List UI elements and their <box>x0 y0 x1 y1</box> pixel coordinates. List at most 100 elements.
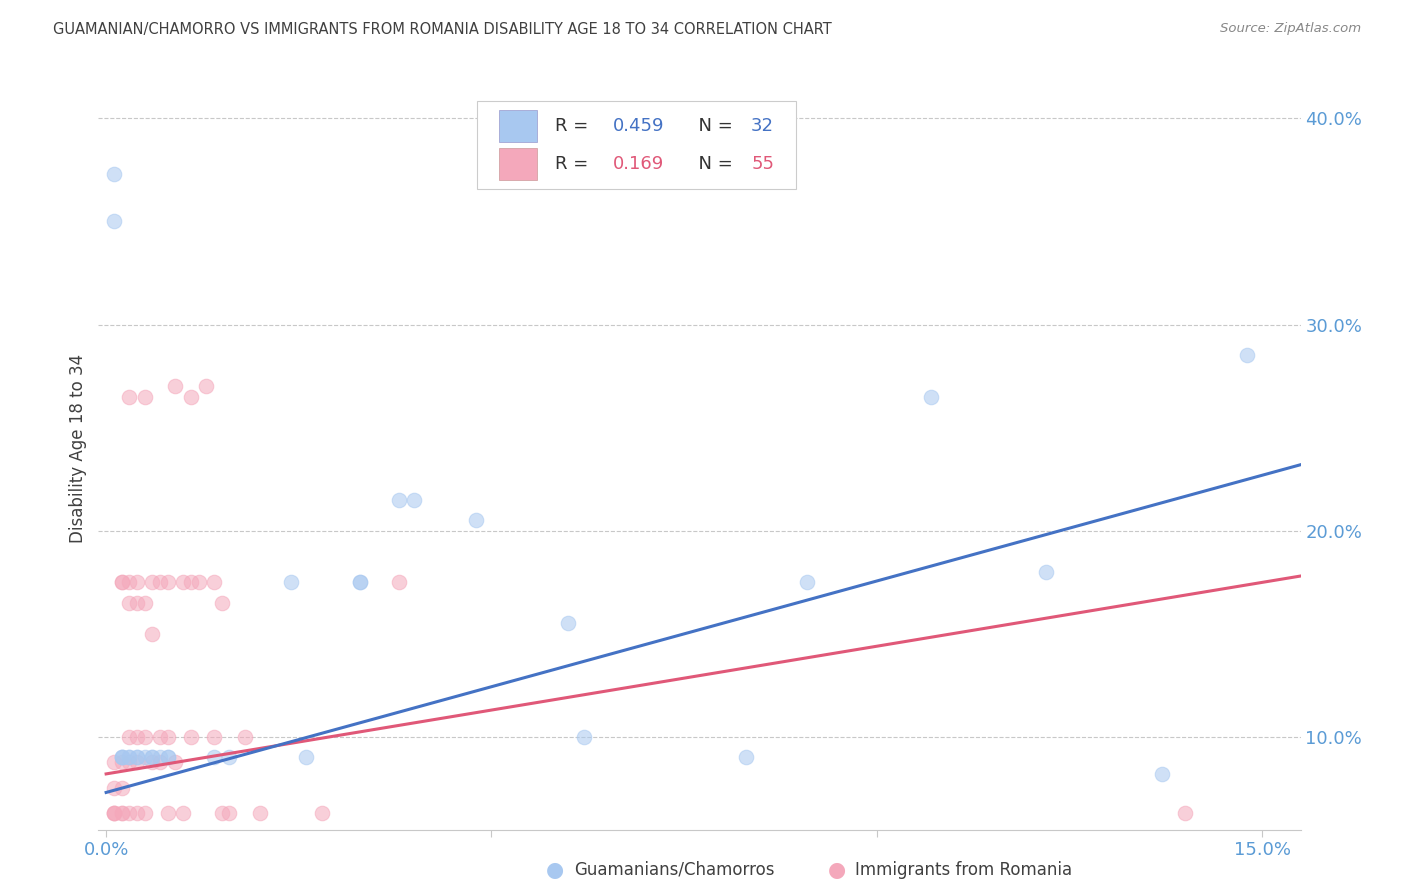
Point <box>1035 565 1057 579</box>
Point <box>110 806 132 821</box>
Point <box>125 806 148 821</box>
Point <box>103 167 125 181</box>
Point <box>141 750 163 764</box>
Point <box>1236 349 1258 363</box>
Point <box>118 730 141 744</box>
Text: R =: R = <box>555 154 595 173</box>
Point <box>572 730 595 744</box>
Point <box>134 730 156 744</box>
Point <box>110 575 132 590</box>
Point <box>156 750 179 764</box>
Point <box>118 755 141 769</box>
Point <box>734 750 756 764</box>
Point <box>202 750 225 764</box>
Point <box>125 575 148 590</box>
Point <box>202 575 225 590</box>
Point <box>195 379 218 393</box>
Text: Immigrants from Romania: Immigrants from Romania <box>855 861 1071 879</box>
FancyBboxPatch shape <box>499 148 537 180</box>
Text: GUAMANIAN/CHAMORRO VS IMMIGRANTS FROM ROMANIA DISABILITY AGE 18 TO 34 CORRELATIO: GUAMANIAN/CHAMORRO VS IMMIGRANTS FROM RO… <box>53 22 832 37</box>
Point <box>118 750 141 764</box>
Point <box>103 755 125 769</box>
Point <box>349 575 371 590</box>
Point <box>134 390 156 404</box>
Text: R =: R = <box>555 117 595 135</box>
Point <box>180 730 202 744</box>
Point <box>218 806 240 821</box>
Text: Source: ZipAtlas.com: Source: ZipAtlas.com <box>1220 22 1361 36</box>
Point <box>187 575 209 590</box>
Point <box>295 750 318 764</box>
Point <box>110 575 132 590</box>
Text: ●: ● <box>828 860 845 880</box>
Text: 0.169: 0.169 <box>613 154 664 173</box>
Point <box>404 492 426 507</box>
Point <box>125 755 148 769</box>
Point <box>110 750 132 764</box>
Point <box>125 750 148 764</box>
Y-axis label: Disability Age 18 to 34: Disability Age 18 to 34 <box>69 353 87 543</box>
Point <box>110 781 132 796</box>
Point <box>118 806 141 821</box>
Point <box>465 513 488 527</box>
Point <box>149 575 172 590</box>
Point <box>349 575 371 590</box>
Point <box>110 806 132 821</box>
Point <box>388 575 411 590</box>
Text: N =: N = <box>688 117 740 135</box>
Point <box>202 730 225 744</box>
Point <box>141 755 163 769</box>
Point <box>134 806 156 821</box>
Point <box>149 750 172 764</box>
Point <box>118 575 141 590</box>
Text: 32: 32 <box>751 117 775 135</box>
Point <box>156 750 179 764</box>
Point <box>211 596 233 610</box>
Point <box>287 833 309 847</box>
Text: N =: N = <box>688 154 740 173</box>
Point <box>249 806 271 821</box>
Point <box>156 575 179 590</box>
Point <box>796 575 818 590</box>
Point <box>172 806 194 821</box>
Point <box>1150 767 1173 781</box>
Point <box>149 755 172 769</box>
Point <box>149 730 172 744</box>
Point <box>103 806 125 821</box>
Text: 0.459: 0.459 <box>613 117 665 135</box>
Point <box>125 730 148 744</box>
Point <box>180 575 202 590</box>
Point <box>118 596 141 610</box>
Point <box>211 806 233 821</box>
Point <box>156 730 179 744</box>
Point <box>311 806 333 821</box>
Point <box>118 390 141 404</box>
Point <box>172 575 194 590</box>
Point <box>557 616 579 631</box>
Point <box>125 596 148 610</box>
Text: Guamanians/Chamorros: Guamanians/Chamorros <box>574 861 775 879</box>
Point <box>156 806 179 821</box>
Point <box>134 596 156 610</box>
Point <box>141 750 163 764</box>
Text: ●: ● <box>547 860 564 880</box>
FancyBboxPatch shape <box>477 101 796 189</box>
Point <box>233 730 256 744</box>
Point <box>388 492 411 507</box>
Text: 55: 55 <box>751 154 775 173</box>
Point <box>125 750 148 764</box>
Point <box>118 750 141 764</box>
Point <box>110 755 132 769</box>
Point <box>103 781 125 796</box>
Point <box>134 750 156 764</box>
Point <box>141 626 163 640</box>
Point <box>218 750 240 764</box>
Point <box>141 575 163 590</box>
Point <box>165 379 187 393</box>
Point <box>103 214 125 228</box>
Point <box>165 755 187 769</box>
Point <box>920 390 942 404</box>
Point <box>103 806 125 821</box>
Point <box>1174 806 1197 821</box>
Point <box>110 750 132 764</box>
